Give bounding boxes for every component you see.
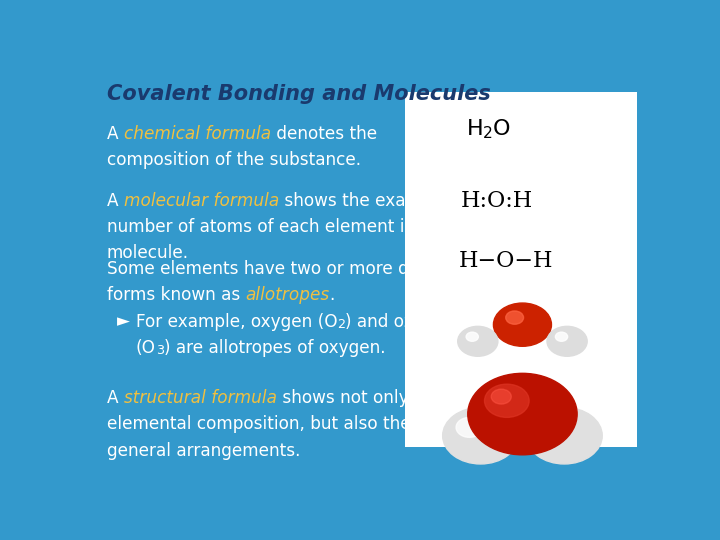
Circle shape [456,417,483,437]
Circle shape [458,326,498,356]
Text: denotes the: denotes the [271,125,377,143]
Text: number of atoms of each element in a: number of atoms of each element in a [107,218,431,236]
Text: (O: (O [136,339,156,357]
Text: molecule.: molecule. [107,244,189,262]
Circle shape [547,326,588,356]
Circle shape [443,407,518,464]
Text: ) are allotropes of oxygen.: ) are allotropes of oxygen. [164,339,385,357]
Circle shape [555,332,567,341]
Text: composition of the substance.: composition of the substance. [107,151,361,169]
Circle shape [493,303,552,346]
Text: 3: 3 [156,344,164,357]
Text: ) and ozone: ) and ozone [346,313,444,330]
Text: shows not only the: shows not only the [276,389,441,407]
Text: Covalent Bonding and Molecules: Covalent Bonding and Molecules [107,84,490,104]
FancyBboxPatch shape [405,92,637,447]
Circle shape [491,389,511,404]
Circle shape [466,332,478,341]
Text: molecular formula: molecular formula [124,192,279,210]
Text: Some elements have two or more distinct: Some elements have two or more distinct [107,260,460,278]
Text: O: O [493,119,510,139]
Text: ►: ► [117,313,130,330]
Text: .: . [330,286,335,305]
Circle shape [505,311,523,324]
Text: 2: 2 [483,126,493,141]
Text: H−O−H: H−O−H [459,250,553,272]
Text: H:O:H: H:O:H [461,190,534,212]
Circle shape [526,407,602,464]
Text: A: A [107,125,124,143]
Circle shape [485,384,529,417]
Text: For example, oxygen (O: For example, oxygen (O [136,313,338,330]
Text: general arrangements.: general arrangements. [107,442,300,460]
Text: structural formula: structural formula [124,389,276,407]
Text: chemical formula: chemical formula [124,125,271,143]
Text: A: A [107,389,124,407]
Text: elemental composition, but also the: elemental composition, but also the [107,415,410,433]
Circle shape [540,417,567,437]
Circle shape [468,373,577,455]
Text: H: H [467,119,483,139]
Text: forms known as: forms known as [107,286,246,305]
Text: 2: 2 [338,318,346,330]
Text: shows the exact: shows the exact [279,192,421,210]
Text: allotropes: allotropes [246,286,330,305]
Text: A: A [107,192,124,210]
